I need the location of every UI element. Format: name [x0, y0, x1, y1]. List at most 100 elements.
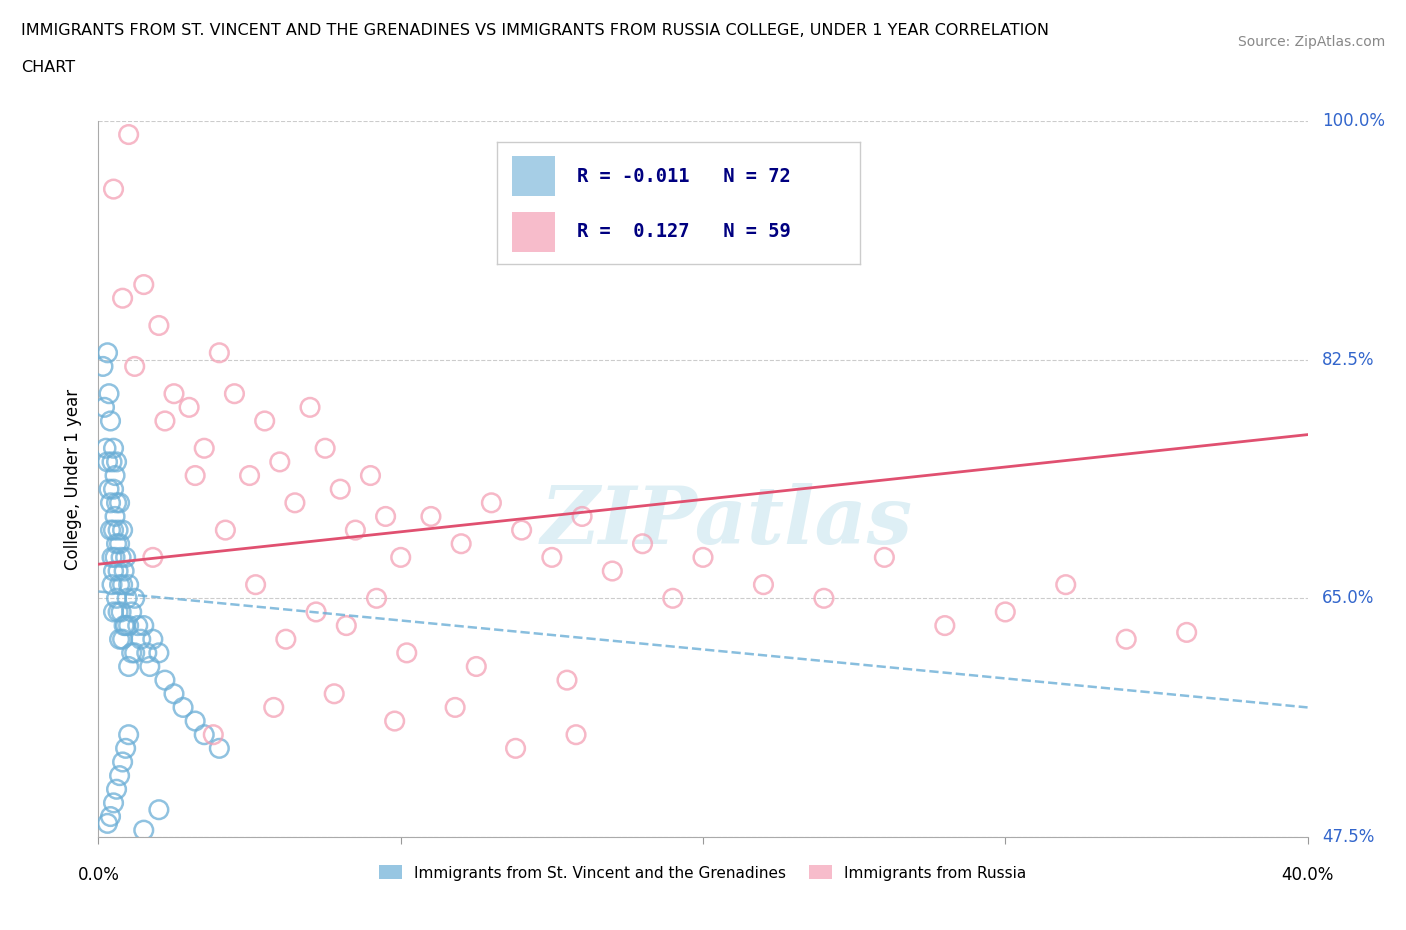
Point	[103, 441, 125, 456]
Point	[111, 291, 134, 306]
Text: Source: ZipAtlas.com: Source: ZipAtlas.com	[1237, 35, 1385, 49]
Point	[108, 631, 131, 646]
Point	[108, 537, 131, 551]
Point	[602, 564, 624, 578]
Point	[193, 727, 215, 742]
Point	[111, 523, 134, 538]
Point	[129, 631, 152, 646]
Point	[105, 455, 128, 470]
Point	[101, 578, 124, 592]
Point	[112, 564, 135, 578]
Point	[631, 537, 654, 551]
Point	[124, 359, 146, 374]
Point	[184, 468, 207, 483]
Point	[98, 386, 121, 401]
Point	[132, 823, 155, 838]
Point	[93, 400, 115, 415]
Point	[692, 550, 714, 565]
Point	[163, 686, 186, 701]
Point	[374, 509, 396, 524]
Point	[100, 809, 122, 824]
Point	[108, 768, 131, 783]
Point	[103, 564, 125, 578]
Point	[1175, 625, 1198, 640]
Point	[274, 631, 297, 646]
Point	[124, 591, 146, 605]
Point	[163, 386, 186, 401]
Point	[360, 468, 382, 483]
Point	[118, 578, 141, 592]
Point	[142, 631, 165, 646]
Point	[105, 782, 128, 797]
Point	[103, 604, 125, 619]
Legend: Immigrants from St. Vincent and the Grenadines, Immigrants from Russia: Immigrants from St. Vincent and the Gren…	[373, 859, 1033, 886]
Point	[98, 482, 121, 497]
Point	[100, 496, 122, 511]
Point	[114, 550, 136, 565]
Point	[934, 618, 956, 633]
Point	[565, 727, 588, 742]
Point	[465, 659, 488, 674]
Point	[420, 509, 443, 524]
Point	[395, 645, 418, 660]
Point	[103, 523, 125, 538]
Point	[101, 550, 124, 565]
Point	[335, 618, 357, 633]
Point	[111, 754, 134, 769]
Point	[110, 550, 132, 565]
Point	[148, 318, 170, 333]
Point	[540, 550, 562, 565]
Text: 0.0%: 0.0%	[77, 866, 120, 884]
Point	[873, 550, 896, 565]
Point	[124, 645, 146, 660]
Point	[103, 181, 125, 196]
Point	[1115, 631, 1137, 646]
Point	[132, 618, 155, 633]
Point	[111, 578, 134, 592]
Point	[269, 455, 291, 470]
Point	[118, 659, 141, 674]
Text: 82.5%: 82.5%	[1322, 351, 1375, 368]
Point	[114, 618, 136, 633]
Point	[813, 591, 835, 605]
Point	[103, 482, 125, 497]
Point	[263, 700, 285, 715]
Point	[344, 523, 367, 538]
Point	[172, 700, 194, 715]
Point	[96, 816, 118, 830]
Point	[110, 604, 132, 619]
Point	[118, 727, 141, 742]
Point	[208, 345, 231, 360]
Point	[107, 564, 129, 578]
Point	[153, 672, 176, 687]
Point	[179, 400, 201, 415]
Point	[107, 604, 129, 619]
Text: 40.0%: 40.0%	[1281, 866, 1334, 884]
Point	[184, 713, 207, 728]
Point	[299, 400, 322, 415]
Point	[384, 713, 406, 728]
Text: 47.5%: 47.5%	[1322, 828, 1375, 846]
Point	[214, 523, 236, 538]
Point	[450, 537, 472, 551]
Point	[481, 496, 503, 511]
Point	[108, 578, 131, 592]
Point	[208, 741, 231, 756]
Point	[389, 550, 412, 565]
Point	[100, 523, 122, 538]
Point	[105, 537, 128, 551]
Point	[752, 578, 775, 592]
Point	[135, 645, 157, 660]
Point	[115, 591, 138, 605]
Point	[105, 591, 128, 605]
Point	[239, 468, 262, 483]
Point	[323, 686, 346, 701]
Point	[108, 496, 131, 511]
Point	[132, 277, 155, 292]
Point	[1054, 578, 1077, 592]
Point	[121, 604, 143, 619]
Point	[505, 741, 527, 756]
Point	[661, 591, 683, 605]
Point	[555, 672, 578, 687]
Point	[114, 741, 136, 756]
